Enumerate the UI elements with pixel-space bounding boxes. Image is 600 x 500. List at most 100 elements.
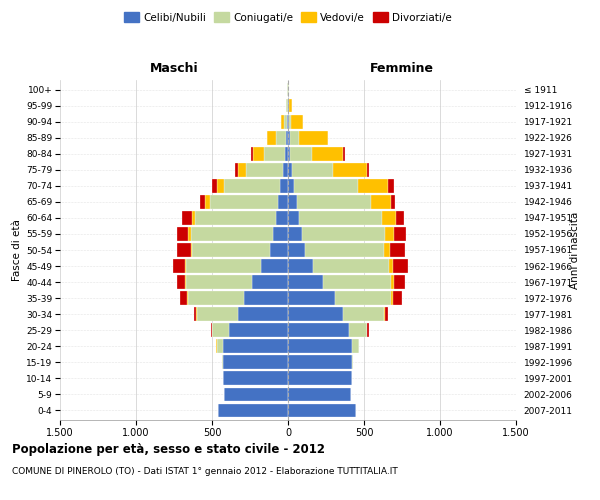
Bar <box>288 292 335 305</box>
Bar <box>185 259 186 273</box>
Bar <box>288 276 323 289</box>
Bar <box>284 115 287 128</box>
Bar <box>299 211 382 224</box>
Bar <box>276 131 286 144</box>
Bar <box>217 179 224 192</box>
Bar <box>352 340 359 353</box>
Bar <box>288 259 313 273</box>
Bar <box>173 259 185 273</box>
Bar <box>176 227 188 241</box>
Bar <box>273 227 288 241</box>
Text: Popolazione per età, sesso e stato civile - 2012: Popolazione per età, sesso e stato civil… <box>12 442 325 456</box>
Bar <box>235 163 238 176</box>
Bar <box>288 227 302 241</box>
Bar <box>299 131 328 144</box>
Bar <box>176 276 185 289</box>
Bar <box>290 147 313 160</box>
Bar <box>367 324 369 337</box>
Bar <box>186 276 251 289</box>
Y-axis label: Fasce di età: Fasce di età <box>12 219 22 281</box>
Bar <box>285 147 288 160</box>
Bar <box>224 388 288 401</box>
Bar <box>268 131 276 144</box>
Bar <box>286 131 288 144</box>
Bar <box>358 179 388 192</box>
Bar <box>218 404 288 417</box>
Bar <box>382 211 395 224</box>
Bar <box>390 243 405 257</box>
Bar <box>186 259 260 273</box>
Bar <box>288 388 351 401</box>
Bar <box>223 372 288 385</box>
Bar <box>335 292 391 305</box>
Bar <box>388 179 394 192</box>
Bar <box>371 195 391 208</box>
Bar <box>288 243 305 257</box>
Bar <box>286 99 287 112</box>
Bar <box>217 340 223 353</box>
Bar <box>297 195 371 208</box>
Bar <box>197 308 238 321</box>
Bar <box>194 308 196 321</box>
Bar <box>278 195 288 208</box>
Bar <box>395 211 404 224</box>
Bar <box>192 211 195 224</box>
Bar <box>288 131 290 144</box>
Bar <box>367 163 369 176</box>
Bar <box>288 179 295 192</box>
Bar <box>313 259 389 273</box>
Bar <box>313 147 343 160</box>
Bar <box>191 243 192 257</box>
Bar <box>223 340 288 353</box>
Bar <box>292 163 332 176</box>
Bar <box>391 292 393 305</box>
Bar <box>270 243 288 257</box>
Bar <box>211 324 212 337</box>
Bar <box>244 292 288 305</box>
Bar <box>384 243 390 257</box>
Bar <box>385 308 388 321</box>
Bar <box>238 163 246 176</box>
Bar <box>205 195 210 208</box>
Bar <box>251 276 288 289</box>
Bar <box>391 276 394 289</box>
Bar <box>288 211 299 224</box>
Bar <box>253 147 264 160</box>
Bar <box>288 99 289 112</box>
Bar <box>352 356 353 369</box>
Bar <box>251 147 253 160</box>
Bar <box>288 324 349 337</box>
Bar <box>290 131 299 144</box>
Bar <box>185 276 186 289</box>
Bar <box>288 372 352 385</box>
Bar <box>343 308 384 321</box>
Bar <box>288 356 352 369</box>
Bar <box>289 115 292 128</box>
Bar <box>224 179 280 192</box>
Bar <box>195 211 276 224</box>
Bar <box>289 99 292 112</box>
Bar <box>200 195 205 208</box>
Bar <box>343 147 344 160</box>
Y-axis label: Anni di nascita: Anni di nascita <box>570 212 580 288</box>
Bar <box>188 292 244 305</box>
Bar <box>280 179 288 192</box>
Bar <box>267 131 268 144</box>
Text: Maschi: Maschi <box>149 62 199 75</box>
Bar <box>281 115 284 128</box>
Bar <box>349 324 367 337</box>
Bar <box>191 227 273 241</box>
Bar <box>302 227 385 241</box>
Bar <box>292 115 303 128</box>
Text: Femmine: Femmine <box>370 62 434 75</box>
Bar <box>305 243 384 257</box>
Bar <box>223 356 288 369</box>
Bar <box>288 115 289 128</box>
Bar <box>264 147 285 160</box>
Bar <box>182 211 192 224</box>
Bar <box>295 179 358 192</box>
Bar <box>283 163 288 176</box>
Bar <box>287 115 288 128</box>
Bar <box>180 292 187 305</box>
Bar <box>288 340 352 353</box>
